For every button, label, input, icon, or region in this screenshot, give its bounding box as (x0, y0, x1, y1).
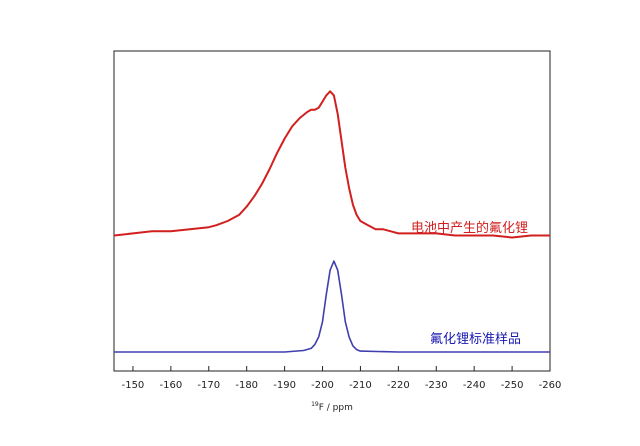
series-line-battery-lif (113, 90, 550, 239)
series-line-standard-lif (114, 260, 550, 353)
series-label-lithium-fluoride-battery: 电池中产生的氟化锂 (411, 220, 528, 236)
x-tick-label: -180 (235, 380, 258, 391)
x-tick-label: -150 (122, 380, 145, 391)
x-tick-label: -260 (539, 380, 562, 391)
x-tick-label: -250 (501, 380, 524, 391)
x-tick-label: -220 (387, 380, 410, 391)
x-axis-label: 19F / ppm (311, 401, 353, 413)
x-tick-label: -240 (463, 380, 486, 391)
x-tick-label: -230 (425, 380, 448, 391)
x-tick-label: -190 (273, 380, 296, 391)
x-axis-label-text: F / ppm (319, 403, 353, 413)
x-tick-label: -210 (349, 380, 372, 391)
series-label-lithium-fluoride-standard: 氟化锂标准样品 (430, 332, 521, 347)
x-axis-label-superscript: 19 (311, 401, 319, 408)
x-tick-label: -170 (197, 380, 220, 391)
x-tick-label: -160 (160, 380, 183, 391)
x-axis-ticks: -150 -160 -170 -180 -190 -200 -210 -220 -230 -240… (122, 366, 562, 391)
x-tick-label: -200 (311, 380, 334, 391)
series-layer (113, 90, 550, 353)
plot-frame (113, 50, 551, 372)
